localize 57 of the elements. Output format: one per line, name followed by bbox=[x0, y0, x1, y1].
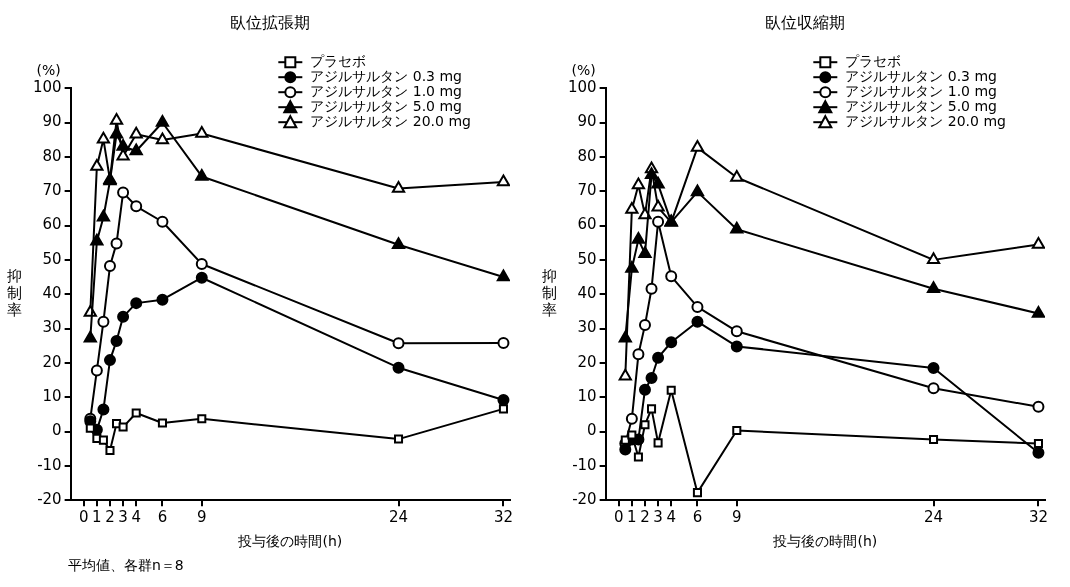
y-tick-label: 40 bbox=[42, 284, 62, 303]
x-tick-label: 9 bbox=[732, 508, 742, 527]
y-tick-label: 0 bbox=[587, 421, 597, 440]
x-axis-title: 投与後の時間(h) bbox=[772, 533, 878, 550]
y-tick-label: 80 bbox=[577, 146, 597, 165]
x-tick-label: 32 bbox=[493, 508, 513, 527]
y-tick-label: 60 bbox=[577, 215, 597, 234]
y-tick-label: 50 bbox=[577, 249, 597, 268]
x-tick-label: 2 bbox=[640, 508, 650, 527]
y-tick-label: 60 bbox=[42, 215, 62, 234]
y-tick-label: 90 bbox=[42, 112, 62, 131]
y-tick-label: 50 bbox=[42, 249, 62, 268]
y-tick-label: 100 bbox=[32, 78, 62, 97]
y-tick-label: -20 bbox=[572, 490, 597, 509]
text: (%) bbox=[36, 61, 61, 78]
legend-label: プラセボ bbox=[310, 52, 367, 69]
x-axis-title: 投与後の時間(h) bbox=[237, 533, 343, 550]
y-axis-title: 抑制率 bbox=[541, 267, 557, 320]
y-tick-label: 70 bbox=[577, 181, 597, 200]
y-axis-title: 抑制率 bbox=[6, 267, 22, 320]
x-tick-label: 32 bbox=[1028, 508, 1048, 527]
text: (%) bbox=[571, 61, 596, 78]
x-tick-label: 3 bbox=[653, 508, 663, 527]
y-tick-label: 10 bbox=[42, 387, 62, 406]
x-tick-label: 4 bbox=[131, 508, 141, 527]
y-tick-label: 30 bbox=[42, 318, 62, 337]
y-tick-label: -10 bbox=[37, 455, 62, 474]
x-tick-label: 24 bbox=[923, 508, 944, 527]
y-tick-label: 40 bbox=[577, 284, 597, 303]
x-tick-label: 9 bbox=[197, 508, 207, 527]
x-tick-label: 4 bbox=[666, 508, 676, 527]
y-tick-label: 70 bbox=[42, 181, 62, 200]
y-tick-label: -10 bbox=[572, 455, 597, 474]
x-tick-label: 6 bbox=[692, 508, 703, 527]
y-tick-label: 30 bbox=[577, 318, 597, 337]
y-tick-label: 0 bbox=[52, 421, 62, 440]
x-tick-label: 3 bbox=[118, 508, 128, 527]
y-tick-label: 90 bbox=[577, 112, 597, 131]
x-tick-label: 0 bbox=[78, 508, 89, 527]
x-tick-label: 6 bbox=[157, 508, 168, 527]
legend-label: アジルサルタン 0.3 mg bbox=[310, 67, 463, 84]
y-tick-label: 80 bbox=[42, 146, 62, 165]
x-tick-label: 24 bbox=[388, 508, 409, 527]
x-tick-label: 0 bbox=[613, 508, 624, 527]
x-tick-label: 1 bbox=[627, 508, 637, 527]
text: 平均値、各群n＝8 bbox=[68, 557, 185, 575]
y-tick-label: 20 bbox=[577, 352, 597, 371]
chart-title: 臥位収縮期 bbox=[765, 12, 845, 32]
legend-label: アジルサルタン 0.3 mg bbox=[845, 67, 998, 84]
y-tick-label: 100 bbox=[567, 78, 597, 97]
chart-title: 臥位拡張期 bbox=[230, 12, 310, 32]
y-tick-label: 10 bbox=[577, 387, 597, 406]
y-tick-label: 20 bbox=[42, 352, 62, 371]
legend-label: プラセボ bbox=[845, 52, 902, 69]
x-tick-label: 2 bbox=[105, 508, 115, 527]
x-tick-label: 1 bbox=[92, 508, 102, 527]
y-tick-label: -20 bbox=[37, 490, 62, 509]
